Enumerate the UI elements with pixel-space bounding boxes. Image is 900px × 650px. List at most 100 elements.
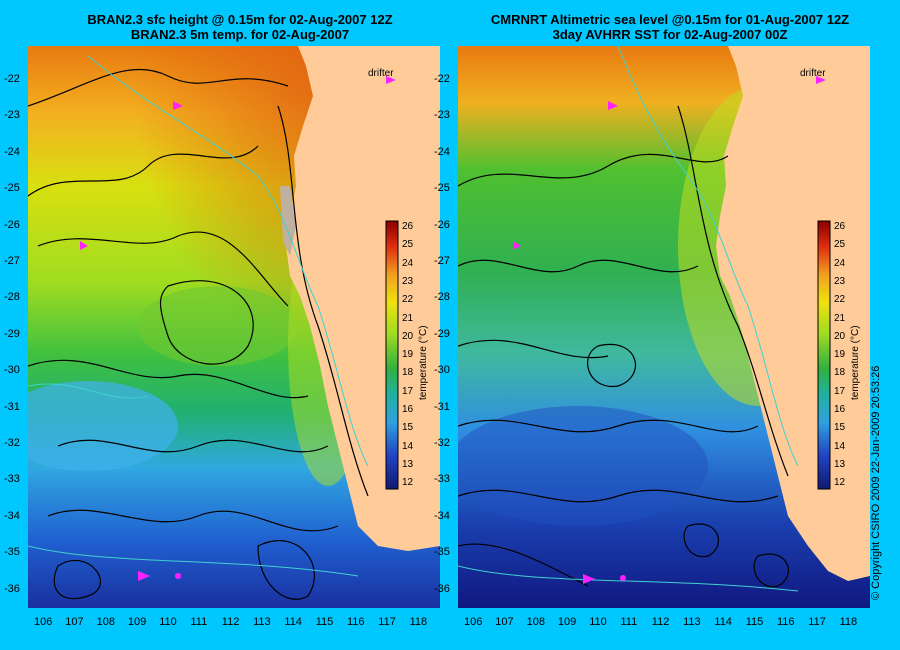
right-latitude-label: -22 [434, 73, 450, 85]
left-temperature-map: drifter [28, 46, 440, 608]
right-colorbar-tick: 26 [834, 221, 846, 232]
left-map-svg: drifter [28, 46, 440, 608]
left-latitude-label: -32 [4, 437, 20, 449]
right-longitude-label: 109 [557, 616, 577, 628]
left-latitude-label: -29 [4, 327, 20, 340]
left-longitude-label: 117 [378, 616, 396, 628]
right-latitude-label: -23 [434, 109, 450, 122]
left-colorbar-tick: 21 [402, 312, 414, 324]
left-longitude-label: 112 [221, 616, 240, 628]
right-colorbar [817, 220, 831, 490]
right-longitude-label: 107 [495, 616, 514, 628]
right-longitude-label: 111 [620, 616, 638, 628]
right-latitude-label: -35 [434, 546, 450, 559]
left-latitude-label: -30 [4, 364, 20, 377]
left-bathymetry-lines [28, 55, 369, 577]
left-colorbar-tick: 26 [402, 221, 414, 232]
left-longitude-label: 114 [284, 616, 302, 628]
right-latitude-label: -28 [434, 291, 450, 304]
left-colorbar-tick: 16 [402, 404, 414, 415]
right-latitude-label: -27 [434, 255, 450, 267]
left-colorbar-tick: 25 [402, 239, 414, 251]
right-colorbar-tick: 23 [834, 275, 846, 287]
right-longitude-label: 108 [526, 616, 545, 628]
left-colorbar-tick: 22 [402, 294, 414, 306]
right-land [716, 46, 870, 581]
right-longitude-label: 113 [683, 616, 701, 628]
right-latitude-label: -30 [434, 364, 450, 377]
left-title-line2: BRAN2.3 5m temp. for 02-Aug-2007 [130, 27, 350, 42]
right-colorbar-tick: 13 [834, 458, 846, 470]
left-colorbar-tick: 15 [402, 422, 414, 434]
left-latitude-label: -28 [4, 291, 20, 304]
left-colorbar [385, 220, 399, 490]
left-latitude-label: -36 [4, 582, 20, 595]
left-sea-level-contours [28, 68, 369, 600]
left-drifter-point [175, 573, 181, 579]
right-colorbar-tick: 17 [834, 385, 846, 397]
right-colorbar-tick: 14 [834, 440, 846, 452]
right-map-svg: drifter [458, 46, 870, 608]
right-colorbar-tick: 19 [834, 349, 846, 361]
right-cool-patch [458, 406, 708, 526]
left-latitude-label: -26 [4, 218, 20, 231]
right-drifter-track-3 [583, 574, 595, 584]
left-colorbar-tick: 17 [402, 385, 414, 397]
left-latitude-label: -24 [4, 145, 20, 158]
right-sea-level-contours [458, 105, 789, 588]
right-colorbar-tick: 18 [834, 367, 846, 379]
left-drifter-label: drifter [368, 68, 394, 79]
right-colorbar-tick: 16 [834, 404, 846, 415]
left-latitude-label: -34 [4, 509, 20, 522]
right-bathymetry-lines [458, 46, 799, 592]
right-colorbar-tick: 12 [834, 477, 846, 489]
left-latitude-label: -23 [4, 109, 20, 122]
right-longitude-label: 110 [589, 616, 607, 628]
right-colorbar-tick: 15 [834, 422, 846, 434]
left-land [286, 46, 440, 551]
left-colorbar-tick: 18 [402, 367, 414, 379]
left-drifters [80, 76, 396, 581]
left-shark-bay [280, 186, 296, 256]
copyright-notice: © Copyright CSIRO 2009 22-Jan-2009 20:53… [870, 365, 882, 600]
right-longitude-label: 114 [714, 616, 732, 628]
left-drifter-track-2 [80, 241, 88, 250]
left-longitude-label: 111 [190, 616, 208, 628]
right-temperature-map: drifter [458, 46, 870, 608]
right-drifter-label: drifter [800, 68, 826, 79]
right-longitude-label: 117 [808, 616, 826, 628]
left-colorbar-tick: 14 [402, 440, 414, 452]
right-longitude-label: 115 [745, 616, 764, 628]
left-drifter-track-1 [173, 101, 183, 110]
left-title-line1: BRAN2.3 sfc height @ 0.15m for 02-Aug-20… [87, 12, 393, 27]
right-latitude-label: -36 [434, 582, 450, 595]
right-latitude-label: -29 [434, 327, 450, 340]
right-colorbar-tick: 22 [834, 294, 846, 306]
right-title-line2: 3day AVHRR SST for 02-Aug-2007 00Z [552, 27, 788, 42]
right-latitude-label: -25 [434, 182, 450, 195]
left-longitude-label: 115 [315, 616, 334, 628]
left-colorbar-tick: 19 [402, 349, 414, 361]
left-latitude-label: -25 [4, 182, 20, 195]
right-drifter-track-2 [513, 241, 521, 250]
right-drifter-marker [816, 76, 826, 84]
left-latitude-label: -22 [4, 73, 20, 85]
right-drifter-track-1 [608, 101, 618, 110]
left-longitude-label: 106 [34, 616, 53, 628]
right-latitude-label: -31 [434, 400, 450, 413]
right-longitude-label: 118 [839, 616, 858, 628]
right-colorbar-tick: 21 [834, 312, 846, 324]
left-longitude-label: 113 [253, 616, 271, 628]
right-latitude-label: -34 [434, 509, 450, 522]
right-latitude-label: -32 [434, 437, 450, 449]
right-colorbar-label: temperature (°C) [850, 325, 861, 400]
right-colorbar-tick: 24 [834, 257, 846, 269]
left-longitude-label: 108 [96, 616, 115, 628]
left-colorbar-tick: 23 [402, 275, 414, 287]
left-longitude-label: 107 [65, 616, 84, 628]
left-colorbar-tick: 24 [402, 257, 414, 269]
right-colorbar-tick: 25 [834, 239, 846, 251]
right-drifters [513, 76, 826, 584]
left-map-title: BRAN2.3 sfc height @ 0.15m for 02-Aug-20… [60, 12, 420, 42]
right-longitude-label: 112 [651, 616, 670, 628]
